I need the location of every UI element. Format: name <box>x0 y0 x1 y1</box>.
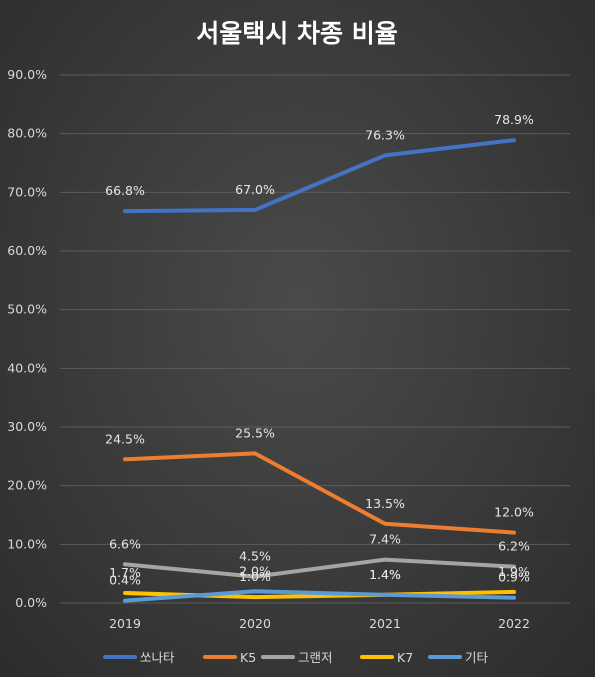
data-label: 67.0% <box>235 182 275 197</box>
y-tick-label: 70.0% <box>7 184 47 199</box>
data-label: 0.9% <box>498 570 530 585</box>
data-labels: 66.8% 67.0% 76.3% 78.9% 24.5% 25.5% 13.5% 12.0%… <box>105 112 534 588</box>
data-label: 24.5% <box>105 431 145 446</box>
y-tick-label: 20.0% <box>7 478 47 493</box>
series-line-4 <box>123 589 516 603</box>
chart-title: 서울택시 차종 비율 <box>196 19 397 48</box>
y-tick-label: 40.0% <box>7 360 47 375</box>
data-label: 76.3% <box>365 127 405 142</box>
legend: 쏘나타 K5 그랜저 K7 기타 <box>103 650 489 665</box>
legend-label: K5 <box>240 650 256 665</box>
x-tick-label: 2021 <box>369 616 401 631</box>
data-label: 13.5% <box>365 496 405 511</box>
legend-label: 기타 <box>465 650 489 665</box>
legend-label: 그랜저 <box>298 650 333 665</box>
series-line-1 <box>123 451 516 535</box>
series-line-2 <box>123 557 516 579</box>
y-tick-label: 80.0% <box>7 126 47 141</box>
data-label: 78.9% <box>494 112 534 127</box>
data-label: 6.2% <box>498 539 530 554</box>
data-label: 4.5% <box>239 549 271 564</box>
series-line-0 <box>123 138 516 214</box>
gridlines <box>60 74 570 604</box>
data-label: 1.7% <box>109 565 141 580</box>
data-label: 25.5% <box>235 425 275 440</box>
y-tick-label: 50.0% <box>7 302 47 317</box>
data-label: 2.0% <box>239 563 271 578</box>
data-label: 7.4% <box>369 532 401 547</box>
y-tick-label: 0.0% <box>15 595 47 610</box>
legend-label: 쏘나타 <box>140 650 175 665</box>
data-label: 0.4% <box>109 573 141 588</box>
x-tick-label: 2020 <box>239 616 271 631</box>
data-label: 6.6% <box>109 536 141 551</box>
y-tick-label: 30.0% <box>7 419 47 434</box>
y-tick-label: 60.0% <box>7 243 47 258</box>
x-tick-label: 2022 <box>498 616 530 631</box>
y-tick-label: 90.0% <box>7 67 47 82</box>
y-axis-ticks: 0.0% 10.0% 20.0% 30.0% 40.0% 50.0% 60.0% 70.0% 8… <box>7 67 47 610</box>
x-tick-label: 2019 <box>109 616 141 631</box>
data-label: 66.8% <box>105 183 145 198</box>
y-tick-label: 10.0% <box>7 536 47 551</box>
data-label: 1.4% <box>369 567 401 582</box>
data-label: 1.4% <box>369 567 401 582</box>
legend-label: K7 <box>397 650 413 665</box>
data-label: 12.0% <box>494 505 534 520</box>
data-label: 1.0% <box>239 569 271 584</box>
x-axis-ticks: 2019 2020 2021 2022 <box>109 616 530 631</box>
data-label: 1.9% <box>498 564 530 579</box>
series-lines <box>123 138 516 603</box>
